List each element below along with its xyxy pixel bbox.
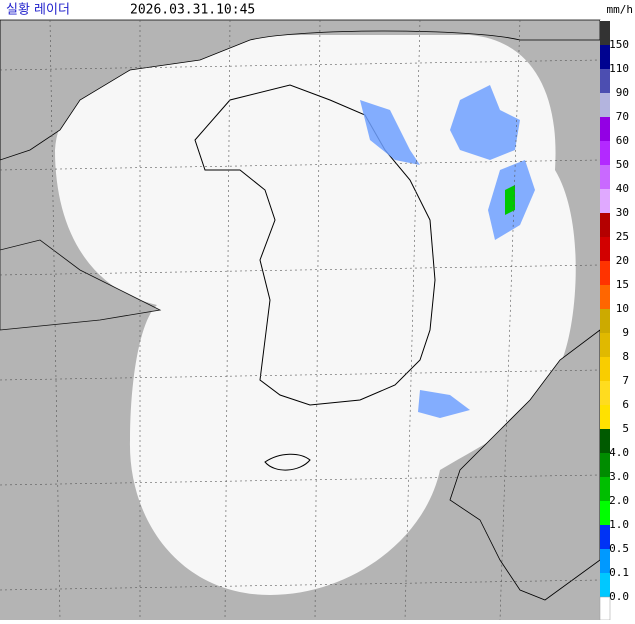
- grid-line: [0, 59, 601, 71]
- grid: [0, 19, 601, 621]
- legend-swatch: [600, 141, 610, 165]
- legend-label: 110: [609, 62, 629, 75]
- legend-swatch: [600, 453, 610, 477]
- korea-peninsula: [194, 84, 436, 406]
- legend-label: 6: [622, 398, 629, 411]
- legend-swatch-base: [599, 596, 611, 621]
- legend-label: 30: [616, 206, 629, 219]
- legend-label: 15: [616, 278, 629, 291]
- echo: [418, 390, 470, 418]
- timestamp: 2026.03.31.10:45: [130, 3, 255, 18]
- grid-line: [49, 19, 61, 621]
- legend-swatch: [600, 285, 610, 309]
- echo: [450, 85, 520, 160]
- mainland-north: [0, 19, 601, 161]
- legend-swatch: [600, 381, 610, 405]
- legend-label: 40: [616, 182, 629, 195]
- legend-swatch: [600, 405, 610, 429]
- legend-label: 20: [616, 254, 629, 267]
- title: 실황 레이더: [6, 3, 70, 18]
- grid-line: [0, 474, 601, 486]
- legend-swatch: [600, 45, 610, 69]
- west-coast: [0, 20, 162, 331]
- rain-echoes: [360, 85, 535, 418]
- legend-label: 7: [622, 374, 629, 387]
- legend-label: 1.0: [609, 518, 629, 531]
- legend-label: 70: [616, 110, 629, 123]
- grid-line: [0, 159, 601, 171]
- grid-line: [0, 264, 601, 276]
- legend-swatch: [600, 93, 610, 117]
- legend-label: 0.5: [609, 542, 629, 555]
- japan-coast: [449, 329, 601, 601]
- legend-swatch: [600, 573, 610, 597]
- legend-swatch: [600, 333, 610, 357]
- legend-swatch: [600, 237, 610, 261]
- legend-swatch: [600, 189, 610, 213]
- map: [0, 19, 601, 621]
- legend-label: 50: [616, 158, 629, 171]
- jeju-island: [264, 453, 311, 471]
- legend-label: 10: [616, 302, 629, 315]
- legend-label: 150: [609, 38, 629, 51]
- legend-label: 5: [622, 422, 629, 435]
- legend-label: 60: [616, 134, 629, 147]
- legend-label: 3.0: [609, 470, 629, 483]
- legend-swatch: [600, 525, 610, 549]
- legend-swatch: [600, 213, 610, 237]
- legend-swatch: [600, 549, 610, 573]
- legend-swatch: [600, 69, 610, 93]
- legend-swatch: [600, 165, 610, 189]
- legend-swatch: [600, 357, 610, 381]
- legend-label: 4.0: [609, 446, 629, 459]
- grid-line: [224, 19, 231, 621]
- legend-swatch: [600, 429, 610, 453]
- legend-label: 0.0: [609, 590, 629, 603]
- grid-line: [0, 579, 601, 591]
- grid-line: [314, 19, 321, 621]
- legend-swatch: [600, 117, 610, 141]
- echo-strong: [505, 185, 515, 215]
- grid-line: [404, 19, 421, 621]
- unit: mm/h: [607, 3, 634, 16]
- legend-swatch: [600, 21, 610, 45]
- legend-label: 90: [616, 86, 629, 99]
- legend-label: 25: [616, 230, 629, 243]
- grid-line: [499, 19, 521, 621]
- echo: [360, 100, 420, 165]
- legend-swatch: [600, 477, 610, 501]
- legend-label: 8: [622, 350, 629, 363]
- grid-line: [0, 369, 601, 381]
- legend-label: 2.0: [609, 494, 629, 507]
- legend-swatch: [600, 501, 610, 525]
- legend-swatch: [600, 261, 610, 285]
- legend-swatch: [600, 309, 610, 333]
- legend: 150 110 90 70 60 50 40 30 25 20 15 10 9 8 7 6 5 4.0 3.0 2.0…: [599, 20, 635, 621]
- legend-label: 9: [622, 326, 629, 339]
- legend-label: 0.1: [609, 566, 629, 579]
